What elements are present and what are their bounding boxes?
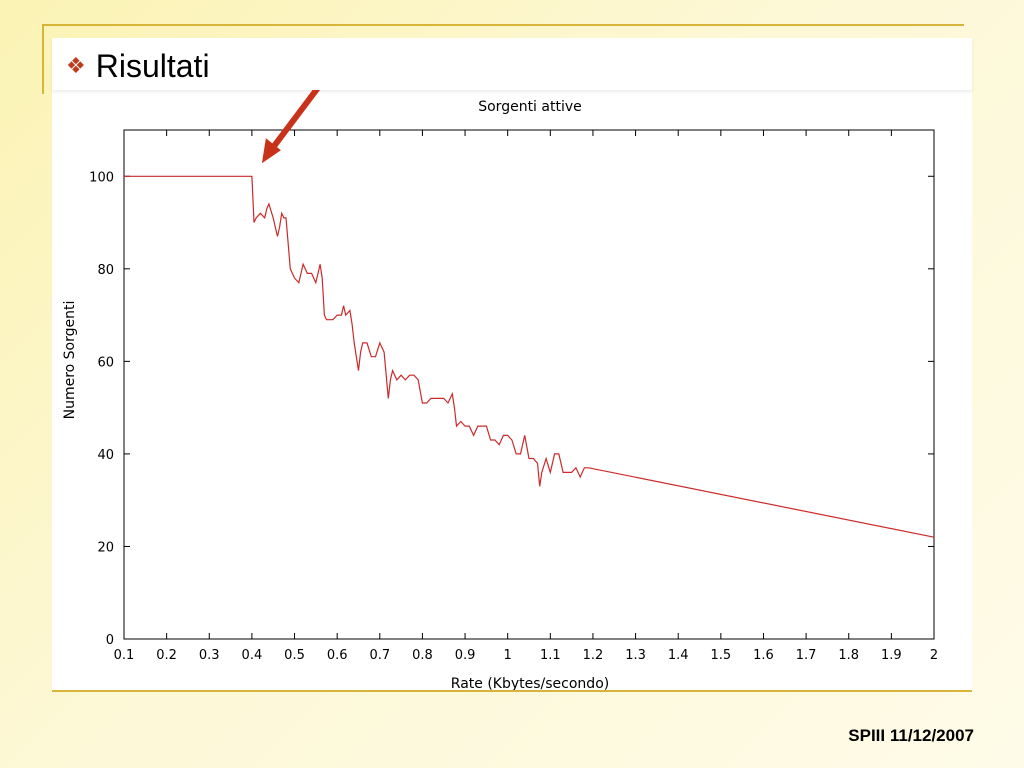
- x-tick-label: 1.6: [753, 648, 774, 663]
- diamond-bullet-icon: ❖: [66, 53, 86, 78]
- x-tick-label: 2: [930, 648, 938, 663]
- y-tick-label: 0: [106, 633, 114, 648]
- frame-top-line: [42, 24, 964, 26]
- x-tick-label: 0.6: [327, 648, 348, 663]
- frame-left-line: [42, 24, 44, 94]
- slide-title: Risultati: [95, 47, 210, 84]
- x-tick-label: 1.4: [668, 648, 689, 663]
- y-tick-label: 20: [97, 540, 114, 555]
- x-axis: 0.1 0.2 0.3 0.4 0.5 0.6 0.7 0.8 0.9 1 1.1 1.2 1.3 1.4…: [114, 130, 938, 663]
- x-tick-label: 0.4: [242, 648, 263, 663]
- x-tick-label: 0.5: [284, 648, 305, 663]
- x-tick-label: 1.2: [583, 648, 604, 663]
- x-tick-label: 1.5: [710, 648, 731, 663]
- x-tick-label: 1.3: [625, 648, 646, 663]
- x-tick-label: 0.2: [156, 648, 177, 663]
- content-panel: [52, 38, 972, 690]
- x-tick-label: 0.8: [412, 648, 433, 663]
- series-layer: [124, 175, 935, 538]
- x-tick-label: 1.9: [881, 648, 902, 663]
- chart-title: Sorgenti attive: [478, 99, 582, 115]
- y-tick-label: 80: [97, 263, 114, 278]
- x-tick-label: 0.9: [455, 648, 476, 663]
- arrow-head: [261, 138, 281, 164]
- x-tick-label: 1.8: [838, 648, 859, 663]
- x-axis-label: Rate (Kbytes/secondo): [451, 676, 609, 690]
- x-tick-label: 0.3: [199, 648, 220, 663]
- x-tick-label: 1.1: [540, 648, 561, 663]
- x-tick-label: 1: [504, 648, 512, 663]
- y-axis-label: Numero Sorgenti: [62, 301, 78, 420]
- title-panel: [52, 38, 972, 90]
- plot-area-frame: [123, 129, 935, 640]
- series-line: [124, 175, 935, 538]
- y-tick-label: 100: [89, 170, 114, 185]
- y-tick-label: 40: [97, 448, 114, 463]
- y-axis: 0 20 40 60 80 100: [89, 170, 934, 648]
- x-tick-label: 1.7: [796, 648, 817, 663]
- y-tick-label: 60: [97, 355, 114, 370]
- slide-title-row: ❖ Risultati: [66, 46, 210, 86]
- footer-text: SPIII 11/12/2007: [848, 726, 974, 745]
- arrow-shaft: [267, 90, 321, 154]
- annotation-arrow: [261, 90, 321, 164]
- x-tick-label: 0.7: [369, 648, 390, 663]
- x-tick-label: 0.1: [114, 648, 135, 663]
- frame-bottom-line: [52, 690, 972, 692]
